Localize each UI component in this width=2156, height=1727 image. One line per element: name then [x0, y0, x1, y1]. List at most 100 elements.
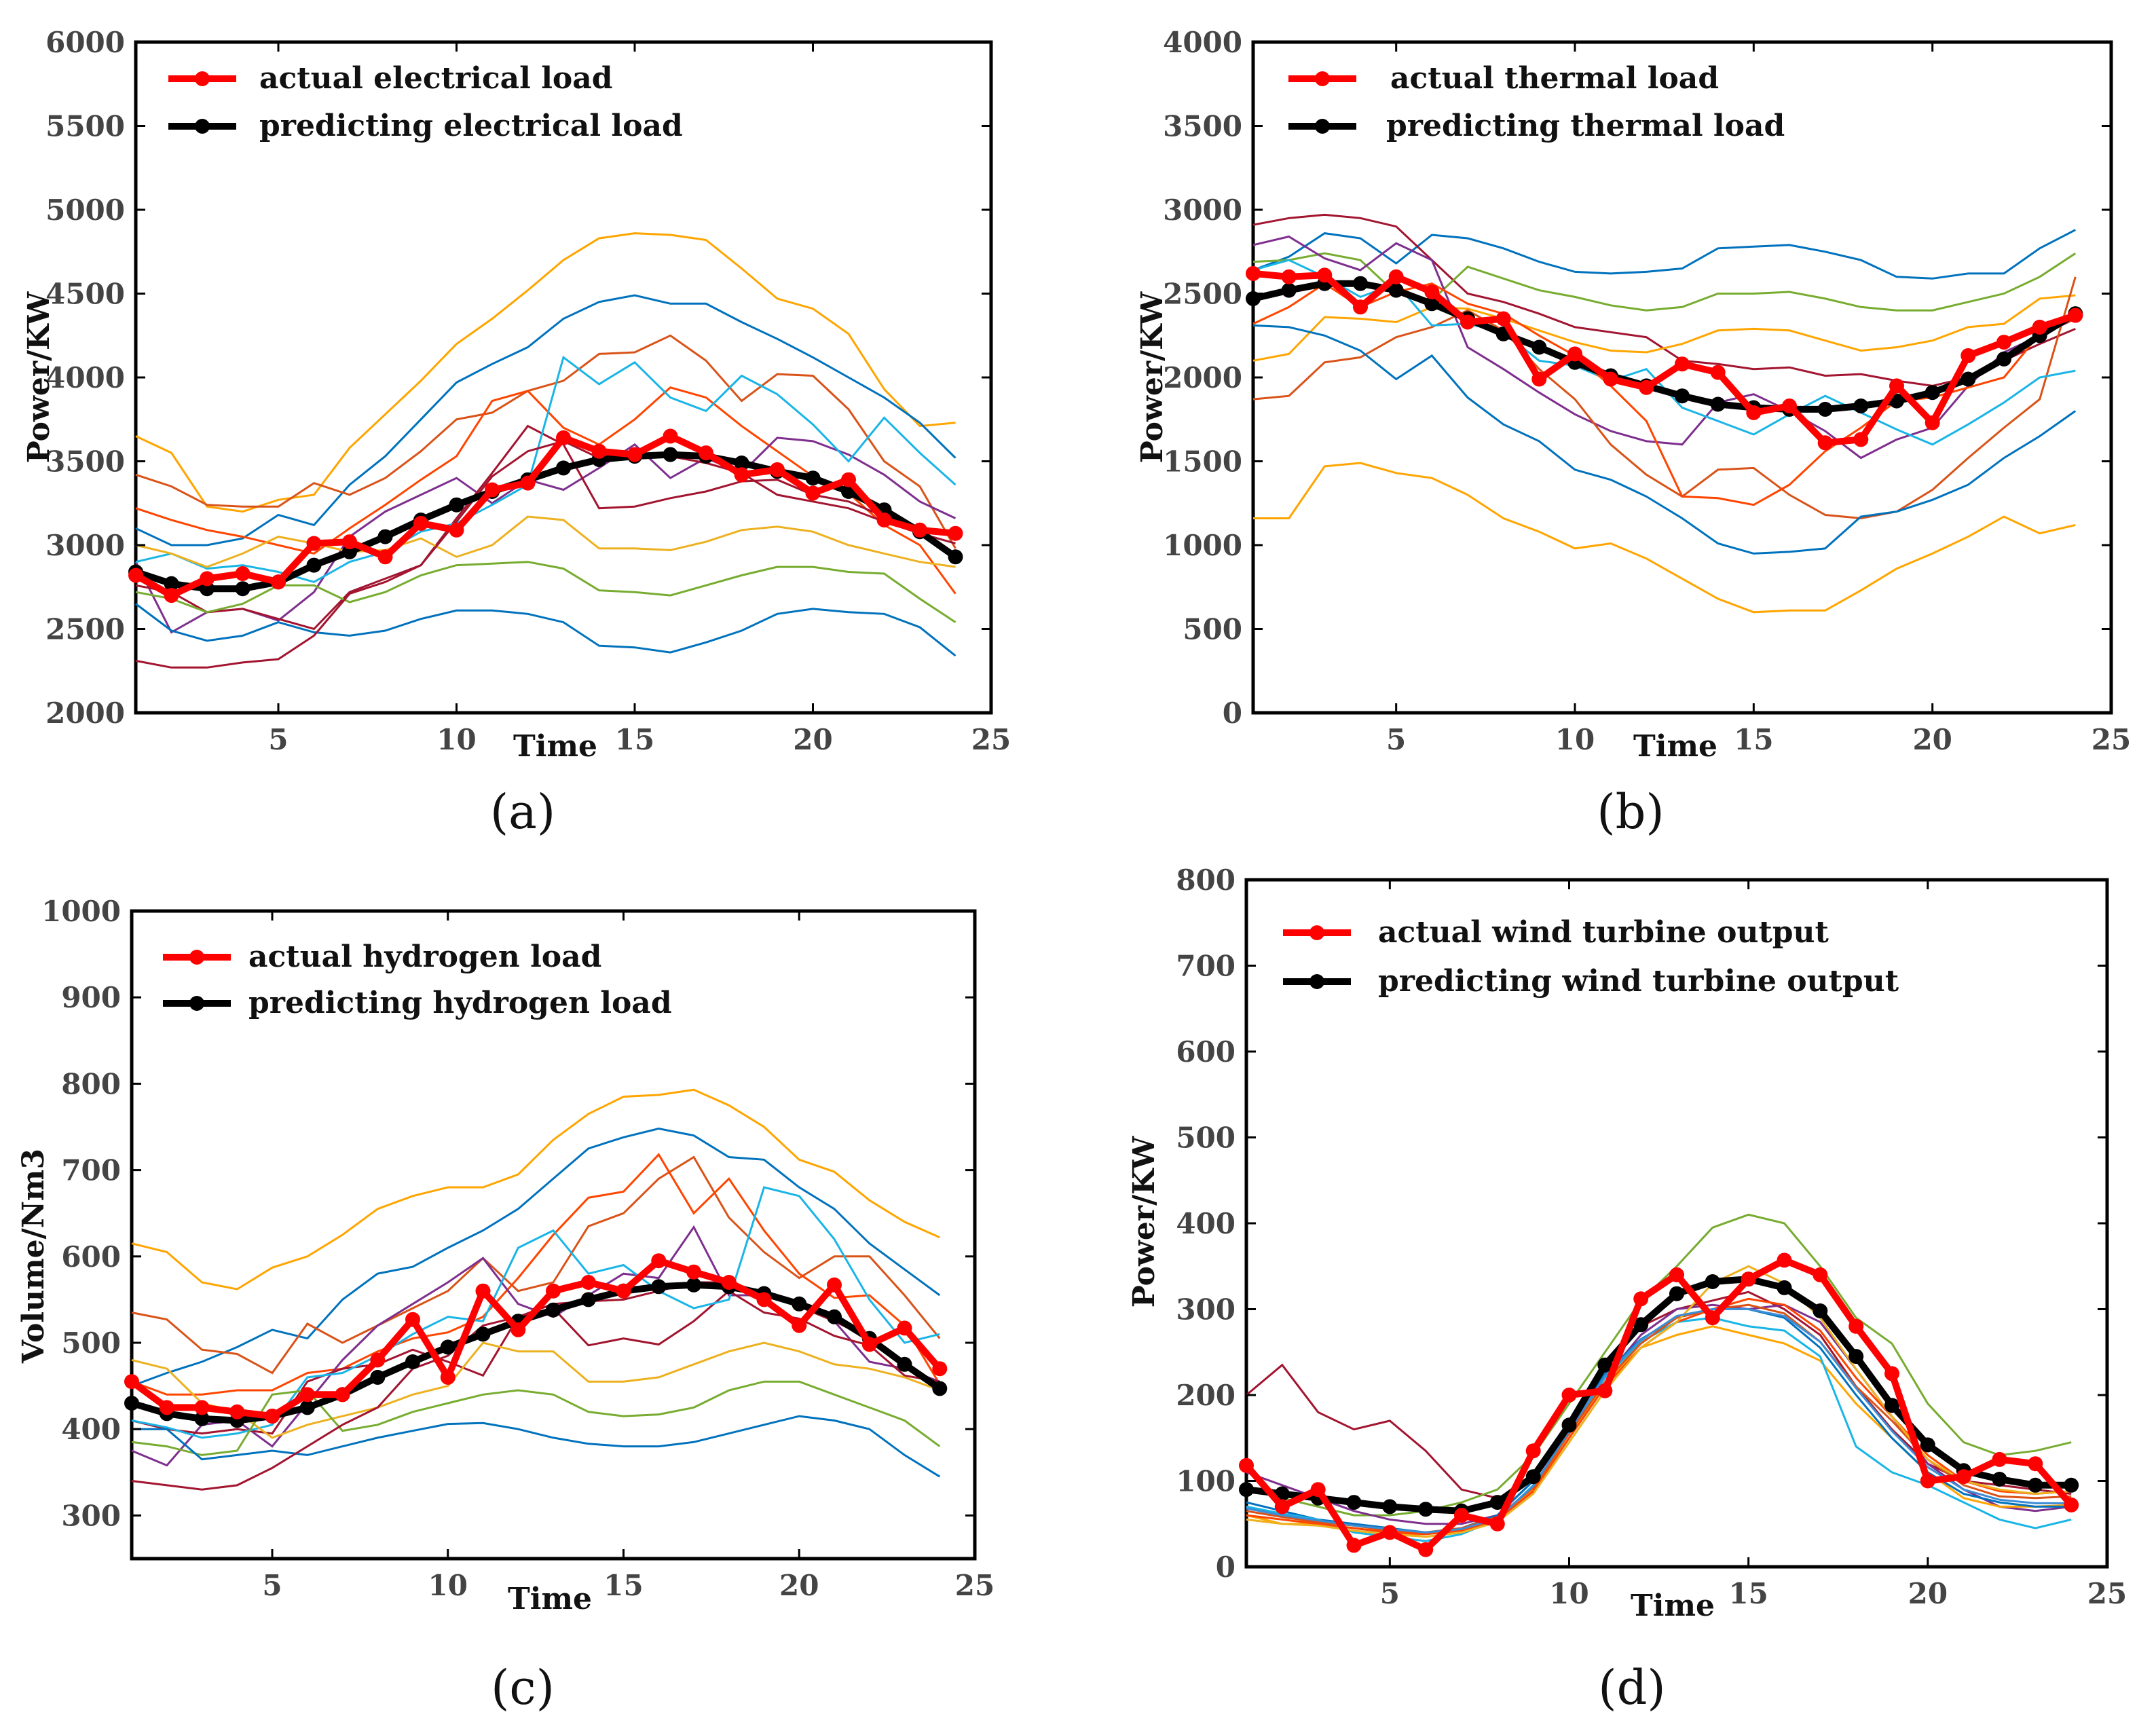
actual-data-point — [2028, 1456, 2043, 1472]
y-tick-label: 700 — [1176, 950, 1235, 983]
actual-series-line — [134, 432, 956, 599]
x-tick-label: 25 — [955, 1569, 995, 1602]
predicting-data-point — [1996, 351, 2011, 367]
actual-data-point — [1246, 265, 1261, 281]
x-tick-label: 20 — [1912, 723, 1952, 756]
x-axis-title: Time — [508, 1582, 592, 1616]
actual-data-point — [475, 1283, 491, 1299]
predicting-data-point — [1813, 1303, 1828, 1318]
x-tick-label: 25 — [2092, 723, 2131, 756]
predicting-data-point — [827, 1309, 842, 1324]
x-tick-label: 5 — [268, 723, 288, 756]
actual-data-point — [1561, 1388, 1577, 1403]
predicting-data-point — [2028, 1477, 2043, 1493]
legend-marker-actual — [195, 71, 210, 86]
scenario-line-5 — [1246, 1308, 2072, 1534]
actual-data-point — [1603, 371, 1618, 387]
scenario-line-3 — [1246, 1303, 2072, 1525]
y-tick-label: 300 — [1176, 1293, 1235, 1326]
actual-data-point — [897, 1320, 912, 1336]
scenario-line-3 — [131, 1155, 941, 1375]
actual-data-point — [699, 445, 713, 461]
actual-data-point — [1853, 432, 1869, 447]
y-tick-label: 5000 — [45, 193, 125, 227]
legend-label-predicting: predicting thermal load — [1386, 109, 1785, 143]
actual-data-point — [1889, 378, 1904, 394]
actual-data-point — [1992, 1451, 2007, 1467]
actual-data-point — [1239, 1457, 1254, 1473]
actual-data-point — [1489, 1516, 1505, 1531]
actual-data-point — [377, 549, 393, 565]
predicting-data-point — [1246, 291, 1261, 306]
actual-data-point — [1960, 348, 1976, 363]
legend-label-predicting: predicting hydrogen load — [248, 986, 672, 1020]
predicting-data-point — [2064, 1477, 2079, 1493]
predicting-data-point — [1346, 1495, 1362, 1510]
actual-data-point — [440, 1369, 456, 1385]
actual-data-point — [1346, 1538, 1362, 1553]
legend-marker-predicting — [1315, 119, 1330, 134]
actual-data-point — [721, 1275, 737, 1290]
predicting-data-point — [306, 557, 322, 573]
y-axis-title: Power/KW — [22, 291, 56, 463]
actual-data-point — [841, 472, 856, 487]
predicting-data-point — [1382, 1499, 1398, 1515]
actual-data-point — [1388, 269, 1404, 284]
y-tick-label: 400 — [1176, 1207, 1235, 1240]
actual-data-point — [235, 566, 250, 581]
y-tick-label: 0 — [1216, 1550, 1235, 1584]
predicting-data-point — [1525, 1469, 1541, 1485]
predicting-data-point — [124, 1396, 139, 1411]
actual-data-point — [2068, 308, 2083, 323]
x-tick-label: 15 — [615, 723, 654, 756]
actual-data-point — [1525, 1443, 1541, 1459]
actual-data-point — [827, 1277, 842, 1293]
y-tick-label: 3000 — [45, 529, 125, 562]
y-tick-label: 200 — [1176, 1379, 1235, 1412]
x-tick-label: 15 — [603, 1569, 643, 1602]
x-tick-label: 15 — [1734, 723, 1773, 756]
actual-data-point — [1710, 365, 1726, 380]
actual-data-point — [663, 428, 678, 444]
actual-data-point — [1813, 1267, 1828, 1282]
scenario-line-7 — [131, 1186, 940, 1439]
actual-data-point — [128, 568, 143, 583]
predicting-data-point — [948, 549, 963, 565]
scenario-line-7 — [1246, 1303, 2072, 1534]
legend-label-predicting: predicting wind turbine output — [1378, 964, 1899, 999]
x-tick-label: 10 — [1555, 723, 1595, 756]
legend-label-actual: actual electrical load — [259, 61, 613, 96]
legend-marker-predicting — [195, 119, 210, 134]
actual-data-point — [200, 571, 215, 587]
actual-data-point — [1567, 346, 1582, 362]
actual-data-point — [756, 1292, 772, 1307]
actual-data-point — [1817, 435, 1833, 451]
predicting-data-point — [405, 1354, 420, 1369]
y-tick-label: 500 — [61, 1326, 121, 1360]
actual-data-point — [1495, 311, 1511, 327]
scenario-line-1 — [1246, 1290, 2072, 1500]
predicting-data-point — [897, 1356, 912, 1372]
panel-a: 2000 2500 3000 3500 4000 4500 5000 5500 6000 5 10… — [22, 26, 1011, 840]
scenario-line-5 — [134, 437, 956, 634]
actual-series-line — [1252, 270, 2077, 447]
panel-b: 0 500 1000 1500 2000 2500 3000 3500 4000 5 10 15 20… — [1135, 26, 2131, 840]
legend-marker-actual — [1315, 71, 1330, 86]
actual-data-point — [306, 536, 322, 551]
y-tick-label: 400 — [61, 1413, 121, 1446]
scenario-line-7 — [135, 355, 956, 583]
actual-data-point — [370, 1352, 386, 1368]
predicting-data-point — [556, 460, 571, 476]
actual-data-point — [229, 1404, 245, 1419]
predicting-data-point — [1710, 396, 1726, 412]
predicting-data-point — [1777, 1280, 1792, 1295]
actual-data-point — [405, 1312, 420, 1327]
actual-data-point — [651, 1253, 667, 1269]
x-tick-label: 5 — [1380, 1577, 1400, 1610]
actual-data-point — [520, 475, 536, 491]
actual-data-point — [449, 522, 464, 538]
legend: actual thermal load predicting thermal l… — [1288, 61, 1785, 143]
actual-data-point — [485, 482, 500, 498]
actual-data-point — [335, 1387, 350, 1403]
